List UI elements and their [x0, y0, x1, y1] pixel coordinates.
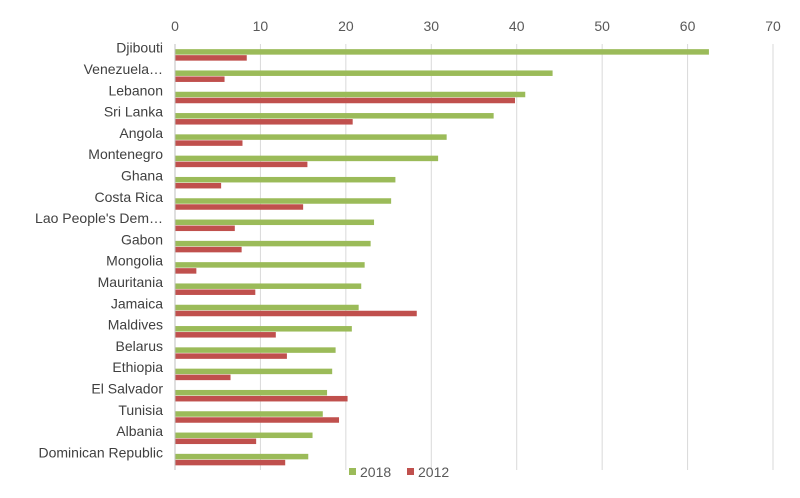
- category-label: Albania: [116, 423, 163, 439]
- category-label: Lao People's Dem…: [35, 210, 163, 226]
- x-tick-label: 60: [680, 18, 696, 34]
- bar-2018: [175, 198, 392, 204]
- bar-2012: [175, 97, 516, 104]
- bar-2018: [175, 368, 333, 375]
- bar-2012: [175, 332, 276, 338]
- category-label: Montenegro: [88, 146, 163, 162]
- bar-2012: [175, 204, 304, 210]
- bar-2012: [175, 353, 287, 359]
- bar-2018: [175, 389, 328, 396]
- bar-2018: [175, 347, 336, 353]
- bar-2018: [175, 411, 323, 417]
- category-label: Mauritania: [98, 274, 164, 290]
- category-label: Maldives: [108, 317, 163, 333]
- bar-2018: [175, 70, 553, 76]
- bar-2018: [175, 219, 375, 226]
- x-tick-label: 70: [765, 18, 781, 34]
- category-label: Belarus: [116, 338, 163, 354]
- x-tick-label: 0: [171, 18, 179, 34]
- x-axis-tick-labels: 0 10 20 30 40 50 60 70: [171, 18, 781, 34]
- bar-2012: [175, 289, 256, 295]
- bar-2018: [175, 432, 313, 439]
- legend-label-2018: 2018: [360, 464, 391, 480]
- category-label: Lebanon: [108, 82, 163, 98]
- bar-2012: [175, 182, 222, 189]
- category-label: El Salvador: [91, 380, 163, 396]
- bar-2012: [175, 374, 231, 381]
- bar-2018: [175, 155, 439, 162]
- legend: 2018 2012: [349, 464, 449, 480]
- legend-label-2012: 2012: [418, 464, 449, 480]
- legend-swatch-2018: [349, 468, 356, 475]
- bar-2012: [175, 246, 242, 253]
- category-label: Djibouti: [116, 40, 163, 56]
- bar-2012: [175, 417, 340, 423]
- bar-2018: [175, 304, 359, 311]
- category-label: Costa Rica: [95, 189, 164, 205]
- x-tick-label: 50: [594, 18, 610, 34]
- bar-2012: [175, 55, 247, 61]
- bar-2012: [175, 268, 197, 274]
- bar-2012: [175, 438, 257, 445]
- bar-2018: [175, 49, 709, 55]
- bar-2018: [175, 283, 362, 289]
- bar-2012: [175, 459, 286, 466]
- bar-2012: [175, 119, 353, 125]
- category-label: Jamaica: [111, 295, 163, 311]
- bar-2018: [175, 113, 494, 119]
- category-label: Tunisia: [118, 402, 163, 418]
- x-tick-label: 40: [509, 18, 525, 34]
- bar-2018: [175, 134, 447, 140]
- legend-swatch-2012: [407, 468, 414, 475]
- category-label: Ethiopia: [112, 359, 163, 375]
- category-label: Dominican Republic: [38, 444, 163, 460]
- x-tick-label: 20: [338, 18, 354, 34]
- category-label: Ghana: [121, 167, 163, 183]
- bar-2018: [175, 453, 309, 460]
- bar-2012: [175, 310, 417, 317]
- bar-2018: [175, 176, 396, 183]
- category-label: Angola: [119, 125, 163, 141]
- bar-2012: [175, 76, 225, 82]
- bar-2018: [175, 326, 352, 332]
- bar-2012: [175, 395, 348, 402]
- bar-2018: [175, 91, 526, 98]
- bar-2012: [175, 140, 243, 146]
- gridlines: [259, 44, 774, 470]
- category-label: Sri Lanka: [104, 104, 163, 120]
- bar-2018: [175, 262, 365, 268]
- bar-2012: [175, 161, 308, 168]
- bar-2012: [175, 225, 235, 232]
- category-label: Venezuela…: [84, 61, 163, 77]
- category-labels: Djibouti Venezuela… Lebanon Sri Lanka Angola…: [35, 40, 163, 461]
- x-tick-label: 10: [253, 18, 269, 34]
- category-label: Gabon: [121, 231, 163, 247]
- bars: [175, 49, 709, 466]
- bar-2018: [175, 240, 371, 247]
- x-tick-label: 30: [423, 18, 439, 34]
- category-label: Mongolia: [106, 253, 163, 269]
